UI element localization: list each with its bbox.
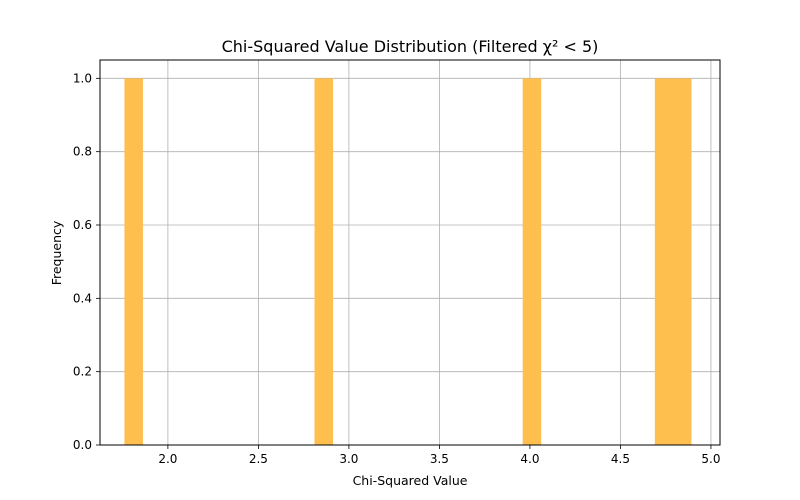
y-axis-label: Frequency: [49, 220, 64, 285]
y-tick-label: 1.0: [73, 71, 92, 85]
plot-area-frame: [99, 59, 721, 446]
histogram-bar: [124, 78, 143, 445]
x-tick-label: 3.0: [339, 452, 358, 466]
x-axis-ticks: 2.0 2.5 3.0 3.5 4.0 4.5 5.0: [158, 445, 720, 466]
histogram-bar: [314, 78, 334, 445]
histogram-bar: [654, 78, 674, 445]
x-tick-label: 3.5: [430, 452, 449, 466]
histogram-bars: [124, 78, 692, 445]
y-tick-label: 0.8: [73, 145, 92, 159]
chart-title: Chi-Squared Value Distribution (Filtered…: [222, 37, 599, 56]
y-tick-label: 0.6: [73, 218, 92, 232]
y-tick-label: 0.2: [73, 365, 92, 379]
x-axis-label: Chi-Squared Value: [353, 473, 468, 488]
y-axis-ticks: 0.0 0.2 0.4 0.6 0.8 1.0: [73, 71, 100, 452]
x-tick-label: 5.0: [701, 452, 720, 466]
x-tick-label: 2.5: [249, 452, 268, 466]
x-tick-label: 4.0: [520, 452, 539, 466]
y-tick-label: 0.0: [73, 438, 92, 452]
x-tick-label: 4.5: [611, 452, 630, 466]
histogram-bar: [672, 78, 692, 445]
histogram-bar: [522, 78, 542, 445]
y-tick-label: 0.4: [73, 291, 92, 305]
x-tick-label: 2.0: [158, 452, 177, 466]
